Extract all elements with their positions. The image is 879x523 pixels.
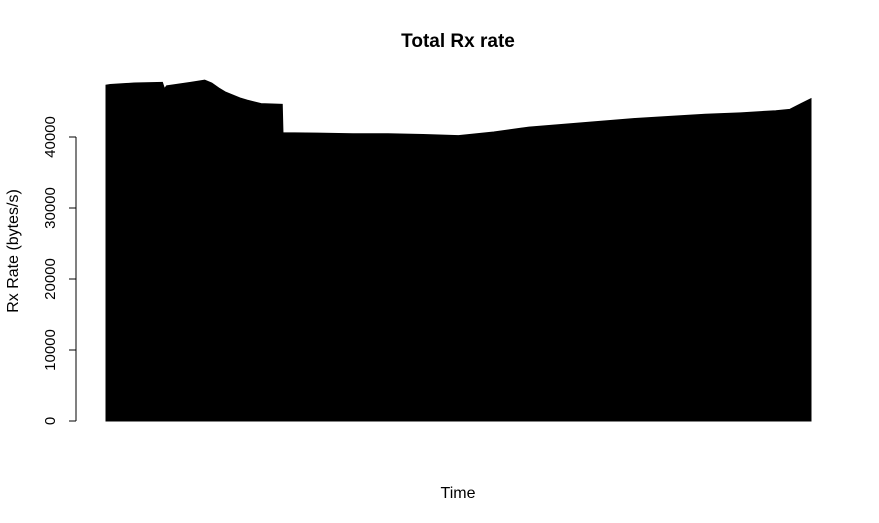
y-tick-label: 40000 <box>42 116 59 158</box>
y-axis: 0 10000 20000 30000 40000 <box>42 116 77 425</box>
y-tick-label: 30000 <box>42 187 59 229</box>
rx-rate-area <box>105 79 812 422</box>
plot-area <box>105 79 812 422</box>
y-tick-label: 20000 <box>42 258 59 300</box>
y-tick-label: 10000 <box>42 329 59 371</box>
chart-title: Total Rx rate <box>401 31 515 52</box>
y-axis-label: Rx Rate (bytes/s) <box>5 189 22 313</box>
x-axis-label: Time <box>441 485 476 502</box>
y-tick-label: 0 <box>42 417 59 425</box>
